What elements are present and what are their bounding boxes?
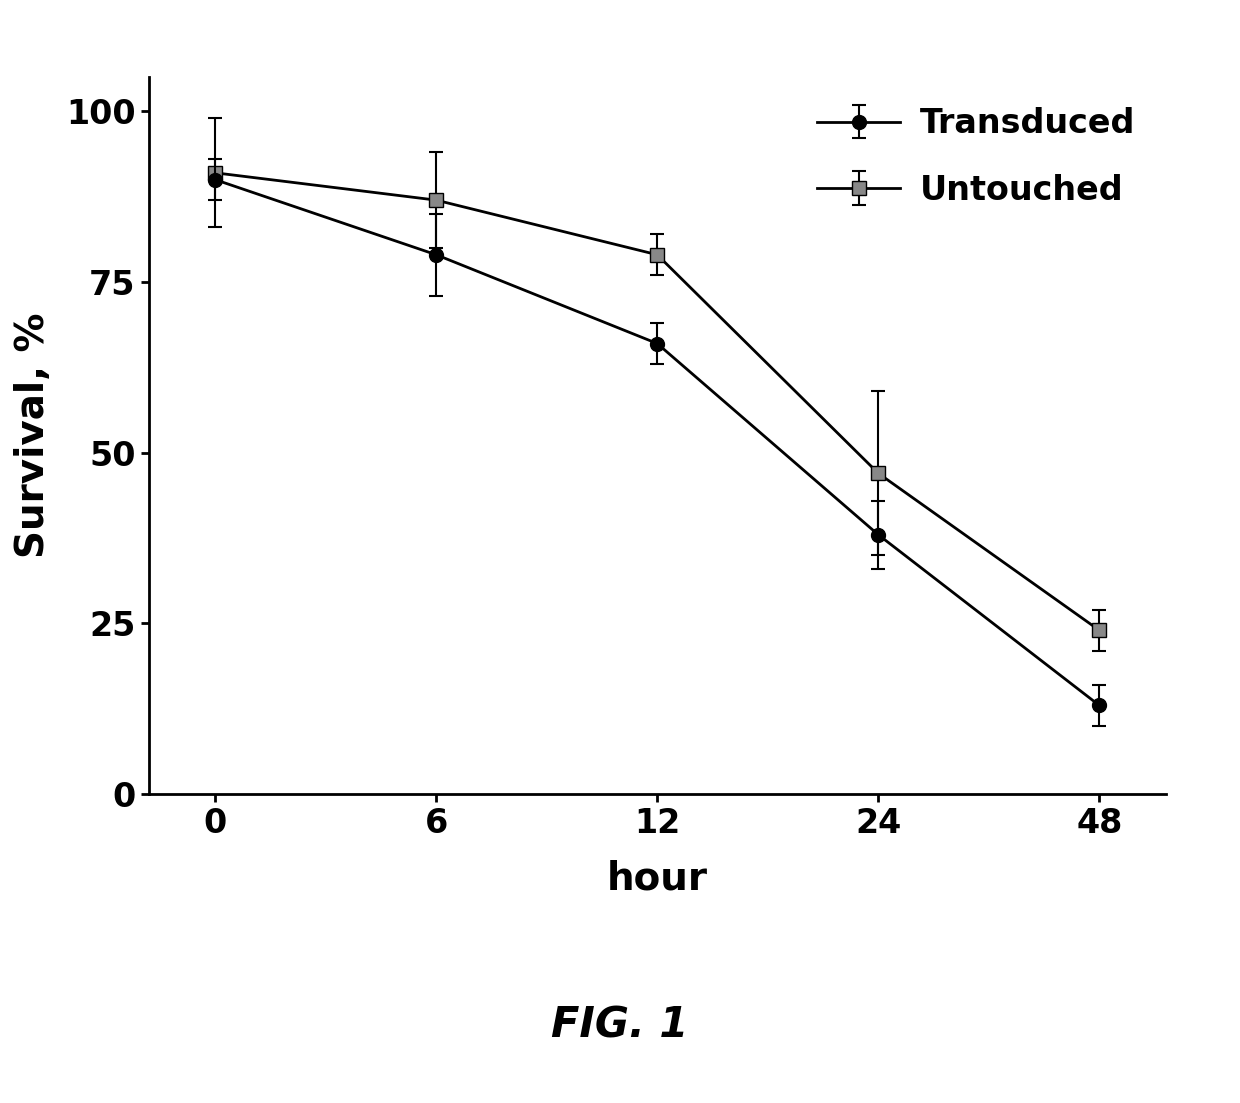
Y-axis label: Survival, %: Survival, % [14, 313, 52, 558]
X-axis label: hour: hour [606, 860, 708, 898]
Text: FIG. 1: FIG. 1 [552, 1005, 688, 1047]
Legend: Transduced, Untouched: Transduced, Untouched [804, 94, 1149, 219]
